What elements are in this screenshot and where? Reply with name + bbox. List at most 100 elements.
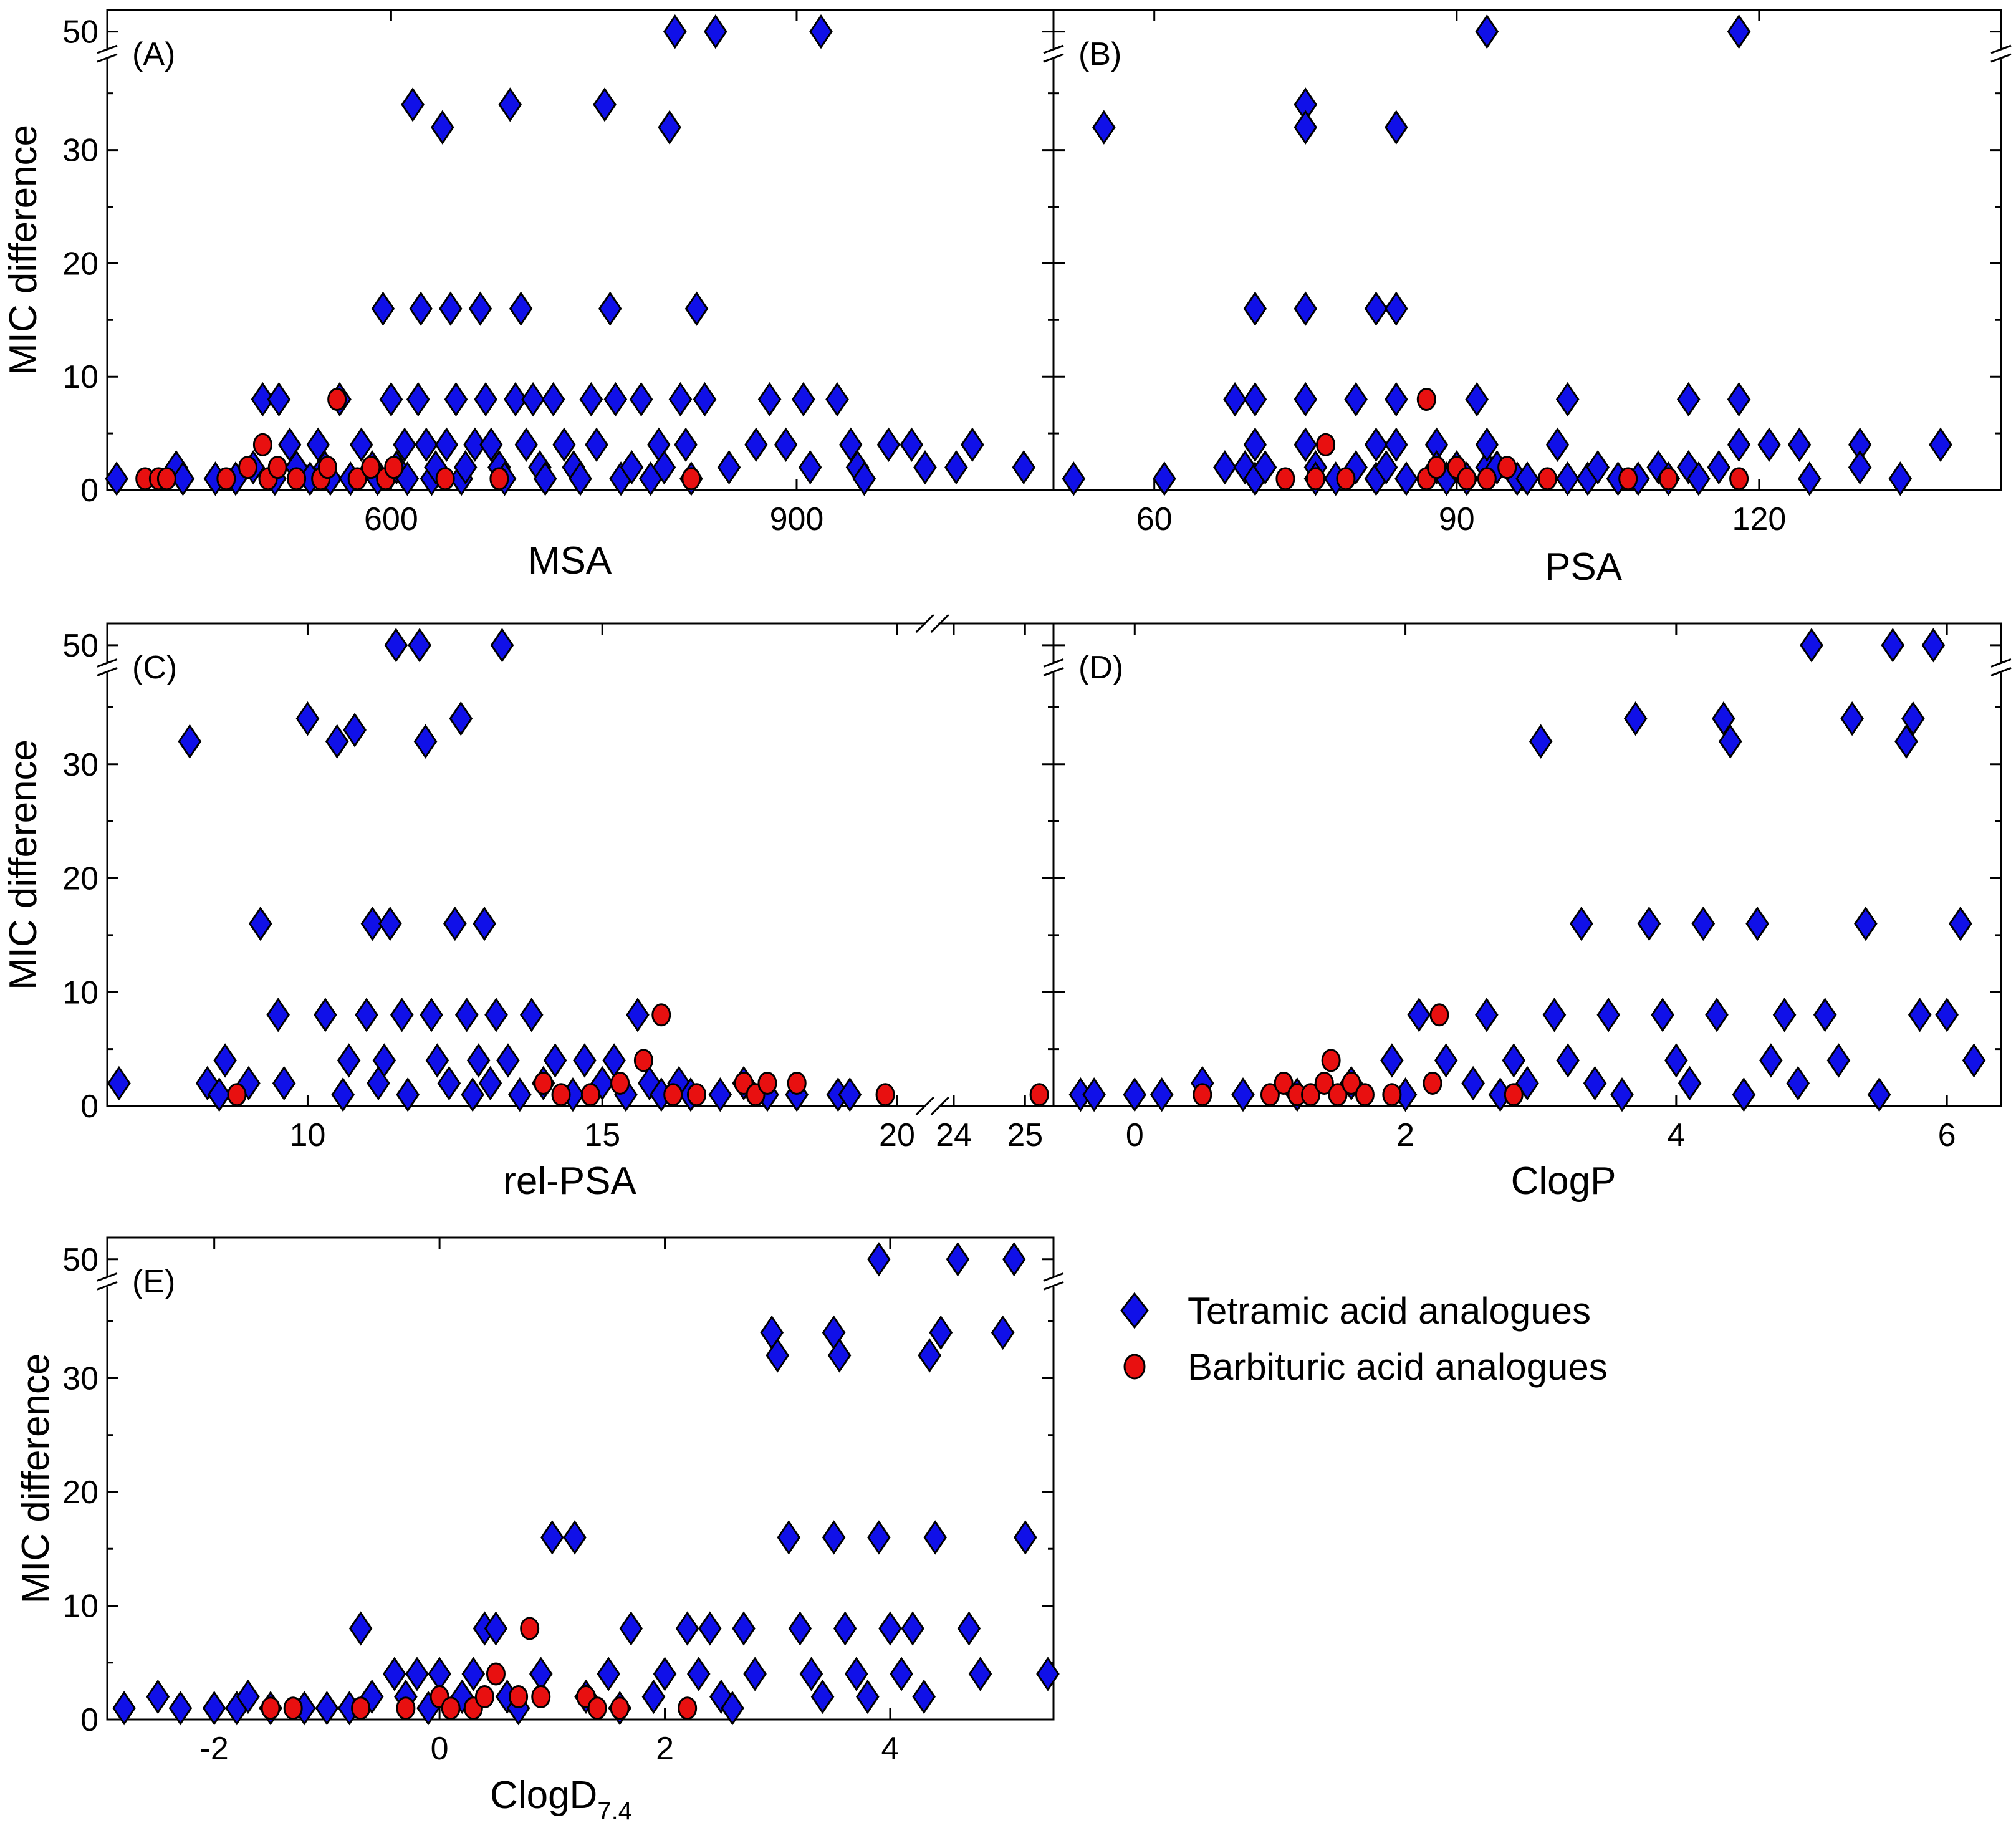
data-point-tetramic: [405, 1657, 429, 1691]
data-point-tetramic: [708, 1077, 732, 1112]
y-tick-label: 20: [62, 1474, 98, 1511]
panel-letter: (A): [132, 36, 175, 72]
x-break-gap: [926, 615, 939, 632]
data-point-barbituric: [1301, 1083, 1321, 1107]
x-axis-title-main: PSA: [1545, 546, 1623, 589]
y-break-mark: [1043, 1281, 1064, 1291]
y-break-mark: [1043, 44, 1064, 54]
panel-letter: (C): [132, 650, 177, 686]
data-point-barbituric: [1423, 1071, 1442, 1095]
data-point-tetramic: [1123, 1077, 1147, 1112]
data-point-tetramic: [425, 1043, 449, 1078]
data-point-tetramic: [449, 701, 473, 736]
x-tick-label: 60: [1136, 501, 1173, 537]
y-tick-label: 10: [62, 359, 98, 395]
data-point-tetramic: [638, 1065, 661, 1101]
y-tick-label: 0: [80, 1702, 98, 1738]
data-point-tetramic: [490, 628, 514, 663]
data-point-barbituric: [1305, 467, 1325, 491]
data-point-barbituric: [1429, 1003, 1449, 1027]
data-point-barbituric: [227, 1083, 247, 1107]
series-tetramic: [107, 628, 862, 1112]
data-point-tetramic: [944, 450, 968, 485]
x-tick-label: 0: [431, 1731, 449, 1767]
y-tick-label: 50: [62, 1242, 98, 1278]
data-point-tetramic: [1545, 427, 1570, 462]
x-tick-label: 900: [770, 501, 824, 537]
data-point-tetramic: [1213, 450, 1237, 485]
data-point-tetramic: [791, 382, 815, 417]
data-point-barbituric: [551, 1083, 571, 1107]
data-point-tetramic: [668, 382, 693, 417]
data-point-tetramic: [1012, 450, 1036, 485]
y-break-mark: [1990, 44, 2012, 54]
legend-label-tetramic: Tetramic acid analogues: [1188, 1290, 1591, 1332]
panel-letter: (B): [1078, 36, 1121, 72]
y-break-mark: [1990, 53, 2012, 63]
data-point-barbituric: [1416, 388, 1436, 411]
y-tick-label: 30: [62, 1360, 98, 1397]
data-point-tetramic: [295, 701, 320, 736]
y-axis-title: MIC difference: [2, 739, 45, 990]
data-point-tetramic: [105, 461, 128, 496]
x-break-mark: [915, 613, 934, 633]
data-point-tetramic: [473, 906, 496, 941]
data-point-tetramic: [543, 1043, 567, 1078]
data-point-tetramic: [1434, 1043, 1458, 1078]
data-point-tetramic: [957, 1611, 981, 1646]
data-point-tetramic: [1556, 1043, 1580, 1078]
data-point-tetramic: [686, 1657, 711, 1691]
data-point-tetramic: [519, 998, 544, 1032]
plot-frame: [1052, 622, 2002, 1107]
series-barbituric: [227, 1003, 1049, 1107]
data-point-tetramic: [1384, 427, 1408, 462]
series-tetramic: [1062, 14, 1952, 496]
data-point-tetramic: [379, 382, 403, 417]
data-point-tetramic: [1687, 461, 1711, 496]
data-point-barbituric: [283, 1696, 303, 1720]
data-point-tetramic: [1014, 1520, 1037, 1555]
x-tick-label: 10: [290, 1117, 326, 1153]
data-point-barbituric: [1314, 1071, 1334, 1095]
y-break-mark: [1043, 53, 1064, 63]
data-point-tetramic: [1223, 382, 1247, 417]
data-point-tetramic: [337, 1043, 361, 1078]
x-break-mark: [915, 1096, 934, 1116]
data-point-tetramic: [721, 1691, 744, 1726]
plot-frame: [106, 1236, 1055, 1721]
data-point-tetramic: [1637, 906, 1661, 941]
data-point-tetramic: [641, 1679, 666, 1715]
data-point-tetramic: [597, 1657, 620, 1691]
y-break-mark: [97, 667, 118, 676]
data-point-tetramic: [461, 1077, 485, 1112]
data-point-barbituric: [509, 1685, 529, 1708]
data-point-tetramic: [1691, 906, 1716, 941]
data-point-tetramic: [1461, 1065, 1485, 1101]
data-point-tetramic: [540, 1520, 564, 1555]
data-point-tetramic: [1676, 382, 1701, 417]
data-point-tetramic: [466, 1043, 491, 1078]
data-point-tetramic: [168, 1691, 193, 1726]
data-point-barbituric: [1328, 1083, 1348, 1107]
data-point-tetramic: [237, 1065, 261, 1101]
y-break-mark: [1990, 658, 2012, 668]
data-point-tetramic: [838, 1077, 862, 1112]
data-point-tetramic: [484, 998, 508, 1032]
data-point-barbituric: [474, 1685, 494, 1708]
y-tick-label: 20: [62, 861, 98, 897]
data-point-tetramic: [541, 382, 565, 417]
data-point-tetramic: [757, 382, 782, 417]
x-axis-title-subscript: 7.4: [597, 1797, 632, 1823]
data-point-tetramic: [1243, 427, 1267, 462]
data-point-tetramic: [833, 1611, 857, 1646]
data-point-tetramic: [1908, 998, 1932, 1032]
y-tick-label: 30: [62, 747, 98, 783]
data-point-tetramic: [367, 1065, 390, 1101]
data-point-tetramic: [355, 998, 378, 1032]
data-point-barbituric: [534, 1071, 554, 1095]
data-point-tetramic: [314, 998, 337, 1032]
legend-label-barbituric: Barbituric acid analogues: [1188, 1346, 1608, 1388]
data-point-tetramic: [1664, 1043, 1688, 1078]
data-point-tetramic: [743, 1657, 767, 1691]
data-point-tetramic: [207, 1077, 231, 1112]
